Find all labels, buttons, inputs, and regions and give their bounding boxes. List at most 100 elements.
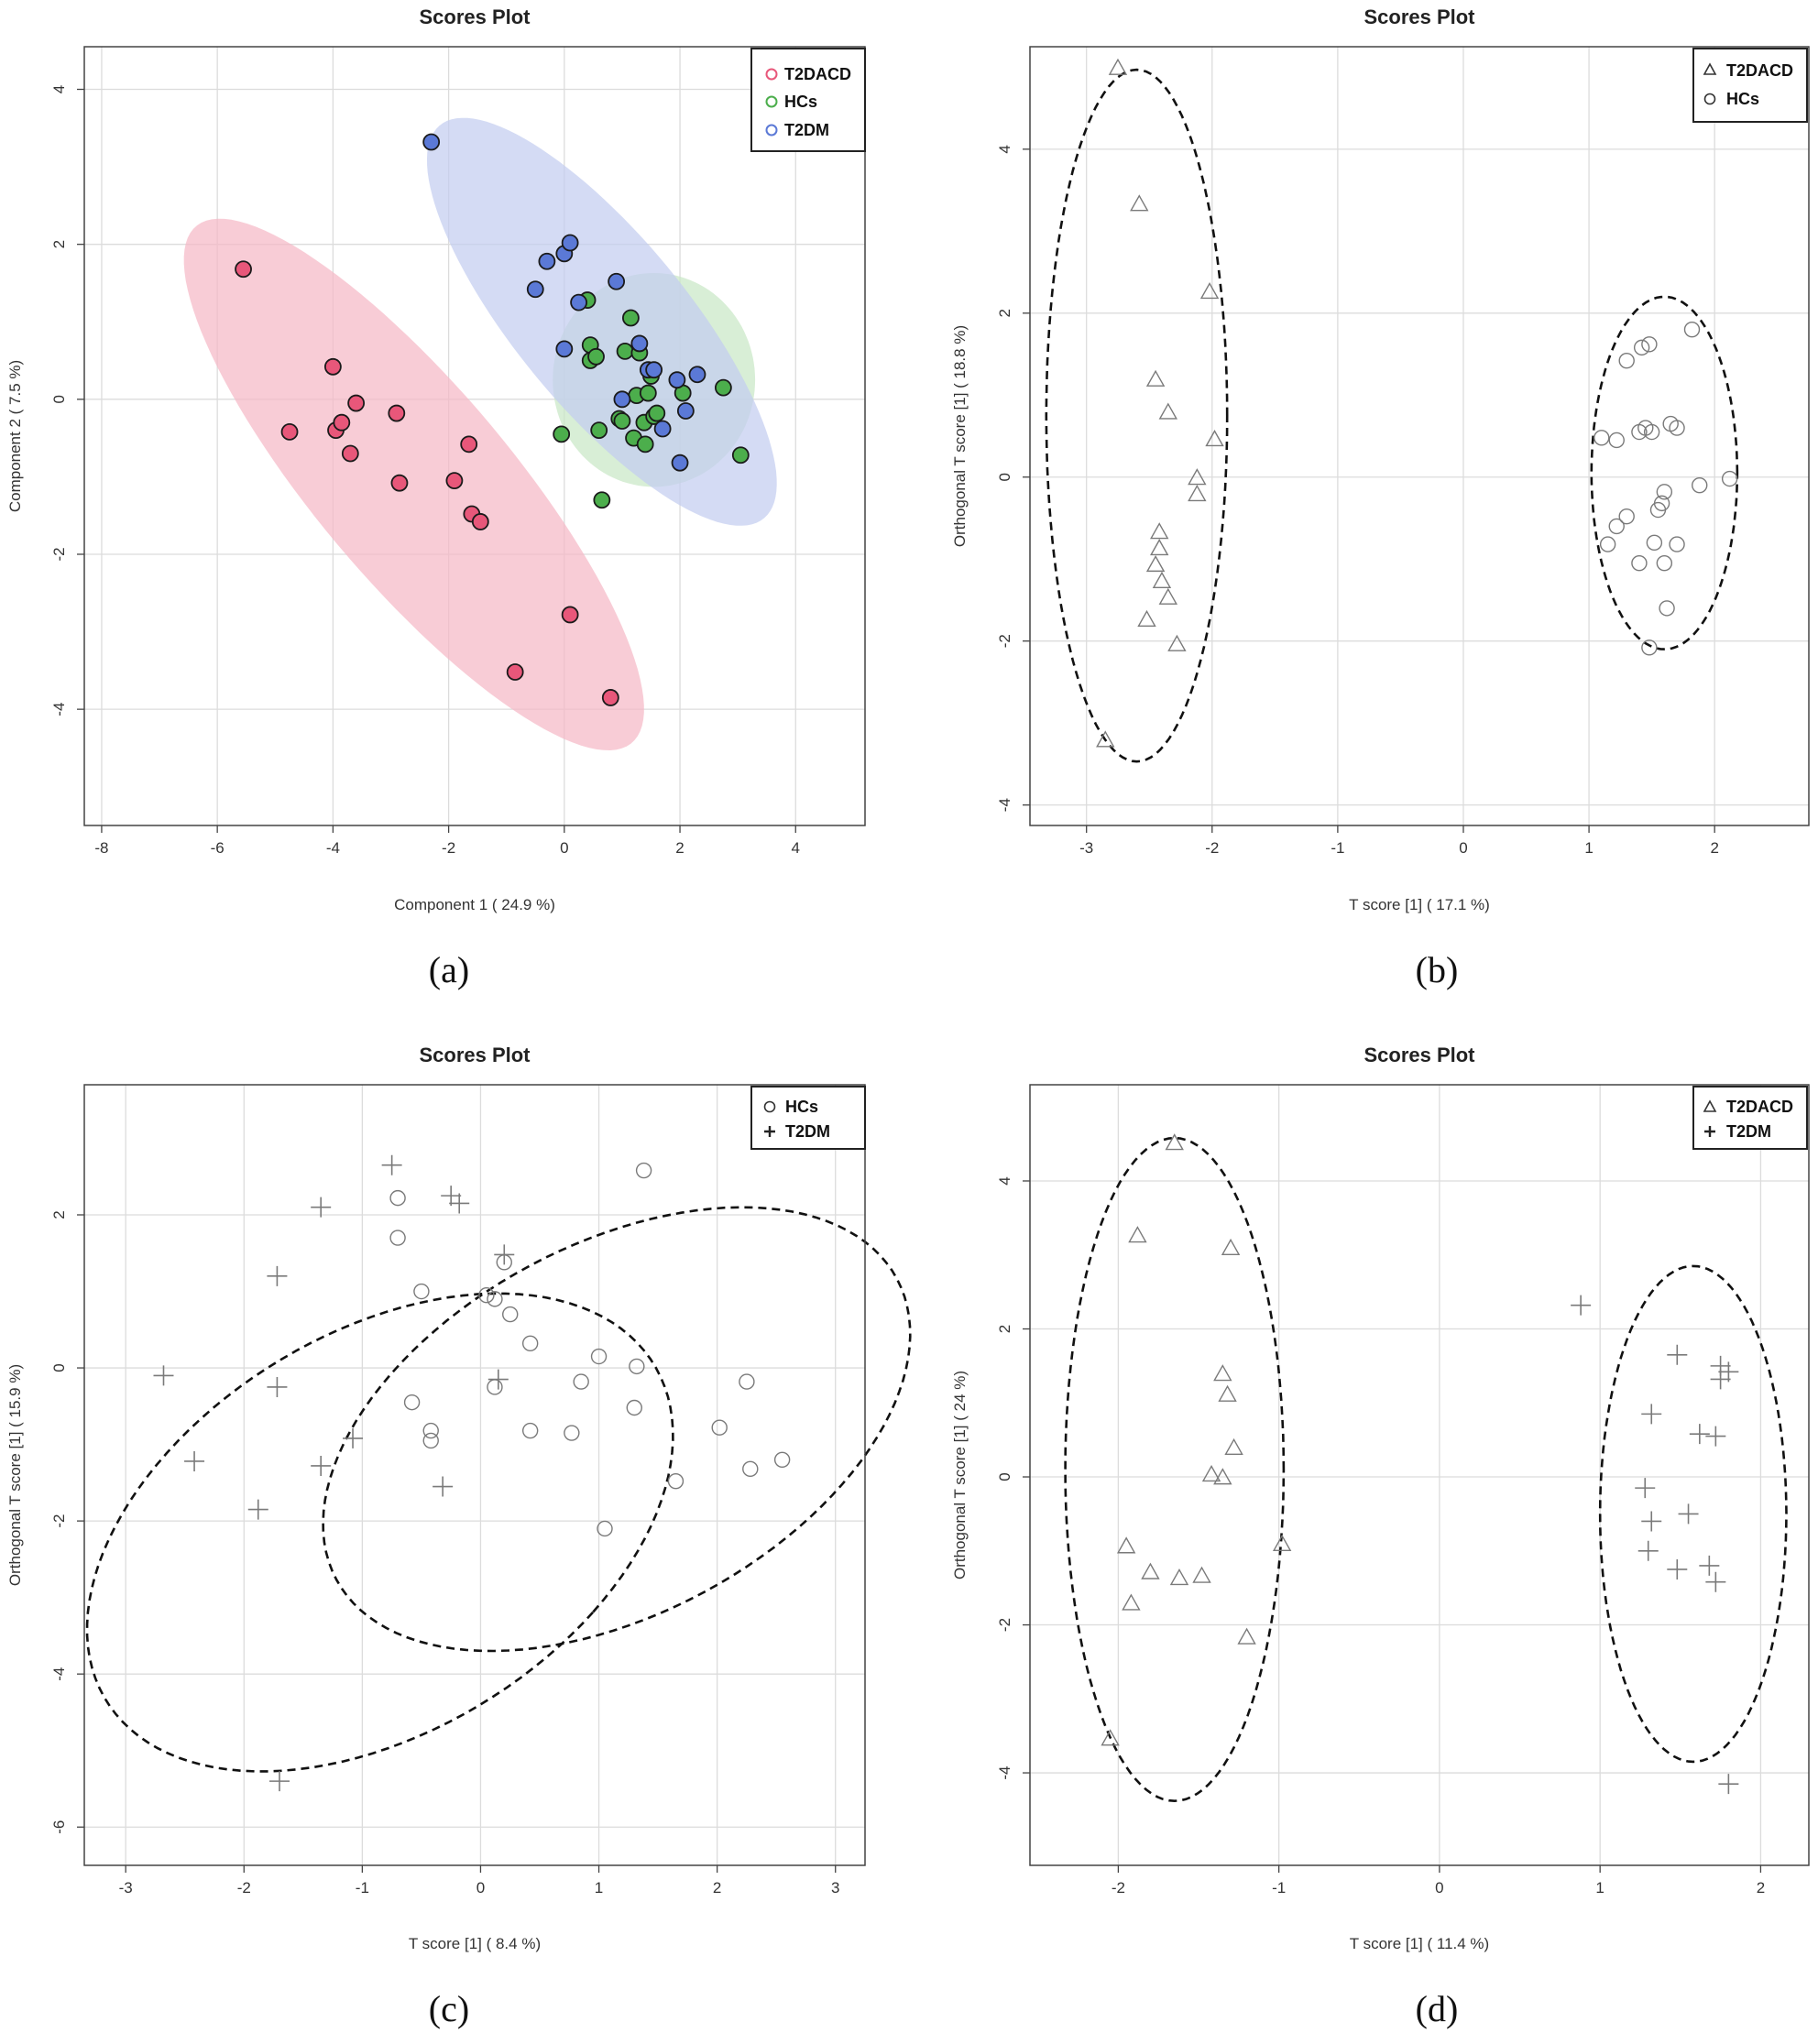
panel-c-xtick-label-2: -1 [356, 1879, 369, 1896]
legend-circle-marker [1703, 93, 1716, 105]
panel-b-point-t2dacd-13 [1137, 609, 1156, 628]
panel-a-point-t2dm-11 [645, 361, 663, 379]
panel-a-y-ticks: -4 -2 0 2 4 [50, 85, 84, 716]
panel-d-point-t2dacd-5 [1224, 1437, 1243, 1456]
panel-a-xtick-label-5: 2 [675, 839, 684, 857]
panel-b-point-hcs-10 [1669, 420, 1685, 436]
panel-c-points [153, 1154, 791, 1792]
panel-d-ytick-label-4: 4 [996, 1176, 1013, 1185]
panel-c-ytick-label-4: 2 [50, 1210, 68, 1219]
panel-d-ytick-label-0: -4 [996, 1765, 1013, 1779]
panel-c-gridlines [84, 1085, 865, 1865]
panel-a-point-hcs-19 [648, 404, 666, 422]
legend-circle-marker [763, 1100, 776, 1113]
panel-c-point-hcs-9 [590, 1348, 608, 1365]
panel-a-point-t2dm-1 [526, 280, 544, 299]
panel-b-point-t2dacd-10 [1145, 554, 1166, 573]
panel-d-point-t2dacd-15 [1101, 1729, 1120, 1746]
panel-b-xtick-label-3: 0 [1459, 839, 1467, 857]
panel-b-point-hcs-21 [1631, 554, 1648, 572]
panel-c-point-hcs-12 [573, 1373, 589, 1390]
panel-c-point-t2dm-14 [269, 1771, 290, 1792]
panel-a-point-t2dacd-7 [388, 404, 406, 422]
panel-a-point-t2dm-7 [608, 272, 626, 290]
panel-c-point-t2dm-4 [494, 1244, 515, 1265]
panel-c-ellipse-t2dm [85, 1292, 674, 1773]
panel-b-legend: T2DACD HCs [1692, 48, 1808, 123]
panel-b-point-hcs-3 [1683, 321, 1701, 338]
panel-c-ytick-label-3: 0 [50, 1363, 68, 1372]
panel-b-point-hcs-0 [1618, 352, 1635, 369]
panel-b-point-hcs-8 [1643, 423, 1660, 441]
panel-d-xtick-label-3: 1 [1595, 1879, 1604, 1896]
panel-c-title: Scores Plot [419, 1044, 531, 1066]
panel-d: Scores Plot -2 -1 0 1 2 -4 -2 0 2 4 T score [1] … [951, 1044, 1810, 2029]
panel-b-y-axis-label: Orthogonal T score [1] ( 18.8 %) [951, 325, 969, 547]
panel-d-point-t2dm-4 [1710, 1369, 1731, 1390]
panel-c-point-hcs-1 [389, 1189, 406, 1207]
panel-c-point-t2dm-6 [153, 1365, 174, 1386]
panel-b-point-t2dacd-0 [1108, 58, 1128, 75]
panel-b-point-hcs-17 [1608, 518, 1625, 535]
panel-c-point-hcs-23 [667, 1472, 684, 1490]
panel-b-point-hcs-23 [1659, 600, 1675, 617]
panel-d-frame [1029, 1084, 1810, 1866]
panel-b-ellipse-hcs [1590, 295, 1739, 650]
panel-a-frame [83, 46, 866, 826]
legend-circle-marker-blue [765, 124, 778, 137]
legend-circle-marker-red [765, 68, 778, 81]
panel-a-xtick-label-0: -8 [94, 839, 108, 857]
panel-d-legend-t2dacd: T2DACD [1726, 1098, 1793, 1116]
panel-b-legend-t2dacd: T2DACD [1726, 61, 1793, 80]
panel-c-point-t2dm-0 [381, 1154, 402, 1175]
panel-d-x-ticks: -2 -1 0 1 2 [1112, 1865, 1765, 1896]
panel-c-point-t2dm-1 [441, 1186, 462, 1207]
panel-a-xtick-label-6: 4 [792, 839, 800, 857]
panel-d-point-t2dacd-1 [1128, 1226, 1147, 1243]
panel-b-points [1096, 58, 1738, 748]
panel-a-x-axis-label: Component 1 ( 24.9 %) [394, 896, 555, 913]
panel-d-xtick-label-1: -1 [1272, 1879, 1286, 1896]
panel-b-point-hcs-20 [1669, 536, 1685, 552]
panel-b-point-hcs-19 [1646, 534, 1663, 552]
panel-b-point-hcs-18 [1599, 536, 1616, 552]
panel-d-point-t2dm-0 [1571, 1295, 1592, 1316]
panel-b-ytick-label-0: -4 [996, 798, 1013, 812]
panel-a-point-hcs-21 [714, 378, 732, 397]
panel-a-ytick-label-0: -4 [50, 703, 68, 716]
panel-d-point-t2dm-15 [1718, 1774, 1739, 1795]
panel-c-point-t2dm-10 [184, 1450, 205, 1471]
panel-a-point-t2dm-9 [630, 334, 649, 353]
panel-c-frame [83, 1084, 866, 1866]
panel-c-point-t2dm-8 [487, 1369, 509, 1390]
panel-a-ytick-label-3: 2 [50, 240, 68, 248]
panel-b-ytick-label-3: 2 [996, 309, 1013, 317]
panel-c-point-hcs-15 [626, 1399, 642, 1416]
panel-a-point-hcs-9 [616, 342, 634, 360]
panel-d-point-t2dacd-6 [1201, 1464, 1221, 1482]
panel-a-point-t2dacd-1 [280, 422, 299, 441]
panel-a-point-hcs-8 [613, 412, 631, 430]
panel-b-point-t2dacd-2 [1199, 281, 1220, 300]
panel-b-xtick-label-2: -1 [1331, 839, 1344, 857]
panel-a-point-t2dm-12 [653, 420, 672, 438]
panel-b-xtick-label-1: -2 [1205, 839, 1219, 857]
panel-b-point-hcs-16 [1618, 508, 1635, 525]
panel-d-point-t2dm-9 [1678, 1503, 1699, 1525]
panel-d-sublabel: (d) [1416, 1988, 1459, 2029]
panel-c-legend-t2dm: T2DM [785, 1122, 830, 1141]
panel-d-point-t2dacd-12 [1192, 1566, 1211, 1583]
panel-c-point-t2dm-5 [267, 1265, 288, 1286]
panel-d-x-axis-label: T score [1] ( 11.4 %) [1350, 1935, 1489, 1952]
panel-b-point-t2dacd-14 [1167, 634, 1187, 651]
panel-a-point-t2dacd-15 [601, 689, 619, 706]
panel-c-ytick-label-1: -4 [50, 1667, 68, 1681]
panel-a-point-hcs-22 [731, 446, 750, 465]
panel-b-ellipse-t2dacd [1045, 68, 1229, 763]
panel-c-y-axis-label: Orthogonal T score [1] ( 15.9 %) [6, 1364, 24, 1586]
panel-d-legend: T2DACD T2DM [1692, 1086, 1808, 1150]
panel-d-point-t2dm-6 [1689, 1424, 1710, 1445]
panel-a-ellipses [183, 117, 777, 750]
panel-b-point-hcs-22 [1656, 554, 1673, 572]
panel-d-ellipse-t2dacd [1064, 1136, 1286, 1803]
